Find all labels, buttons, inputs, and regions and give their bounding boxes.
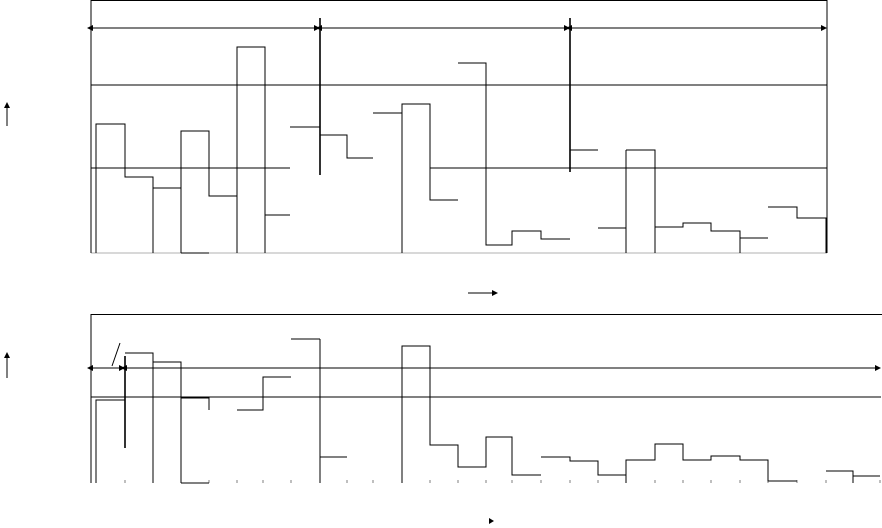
step-profile — [95, 338, 880, 483]
bottom-panel — [87, 314, 882, 484]
axis-arrow-head — [489, 518, 494, 524]
slash — [111, 342, 121, 367]
frame — [91, 1, 827, 254]
step-drops — [152, 339, 854, 484]
top-panel — [87, 0, 828, 254]
step-drops — [124, 47, 798, 254]
step-profile — [95, 46, 827, 253]
tick-row — [124, 480, 881, 483]
